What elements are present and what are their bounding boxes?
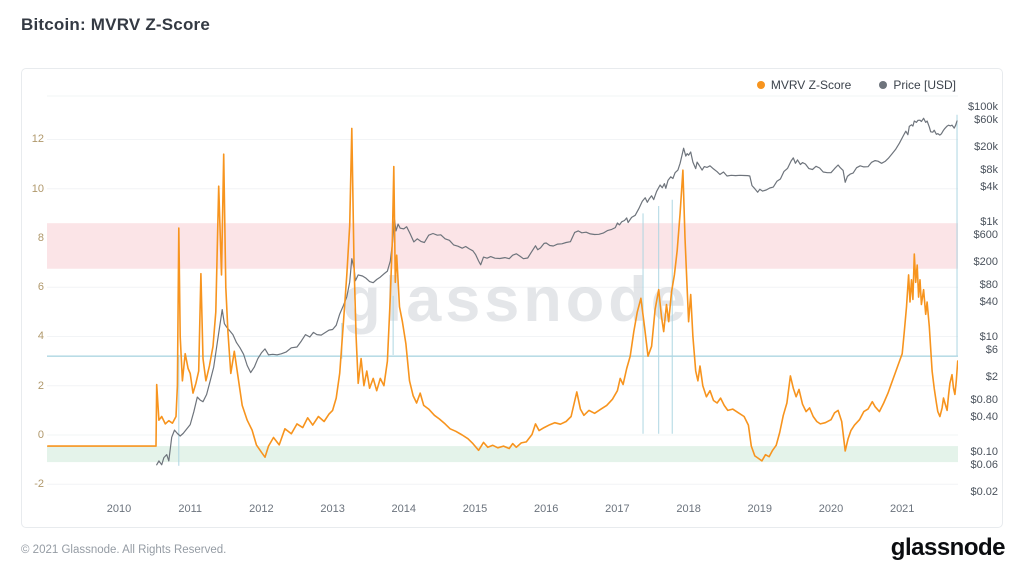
x-axis-tick: 2017	[605, 503, 630, 515]
legend-item-mvrv-zscore[interactable]: MVRV Z-Score	[756, 78, 852, 92]
left-axis-tick: 8	[37, 231, 44, 244]
series-line-mvrv-z-score	[47, 127, 958, 462]
right-axis-tick: $80	[979, 279, 998, 292]
x-axis-tick: 2012	[249, 503, 274, 515]
left-axis-tick: 6	[37, 281, 44, 294]
copyright-text: © 2021 Glassnode. All Rights Reserved.	[21, 544, 227, 556]
glassnode-logo: glassnode	[890, 534, 1006, 561]
x-axis-tick: 2011	[178, 503, 203, 515]
series-line-price-usd-	[156, 117, 958, 466]
right-axis-tick: $100k	[968, 101, 998, 113]
right-axis-tick: $0.40	[970, 411, 998, 424]
x-axis-tick: 2013	[320, 503, 345, 515]
watermark: glassnode	[342, 265, 690, 335]
right-axis-tick: $20k	[974, 141, 998, 154]
x-axis-tick: 2014	[391, 503, 417, 515]
left-axis-tick: 10	[31, 182, 44, 195]
right-axis-tick: $1k	[980, 216, 998, 228]
left-axis-tick: -2	[34, 478, 44, 491]
legend-item-price-usd[interactable]: Price [USD]	[879, 78, 956, 92]
left-axis-tick: 12	[31, 133, 44, 146]
chart-plot[interactable]: glassnode	[22, 69, 1004, 529]
legend-label-price: Price [USD]	[893, 78, 956, 92]
x-axis-tick: 2018	[676, 503, 701, 515]
left-axis-tick: 0	[37, 429, 44, 441]
left-axis-tick: 4	[37, 330, 44, 343]
right-axis-tick: $10	[979, 331, 998, 343]
right-axis-tick: $8k	[980, 164, 998, 177]
x-axis-tick: 2021	[889, 503, 915, 515]
overvalued-zone	[47, 223, 958, 269]
legend-label-mvrv: MVRV Z-Score	[770, 78, 852, 92]
legend-dot-mvrv	[756, 81, 765, 89]
right-axis-tick: $0.10	[970, 446, 998, 458]
right-axis-tick: $0.02	[970, 486, 998, 499]
right-axis-tick: $0.06	[970, 458, 998, 471]
right-axis-tick: $200	[973, 256, 998, 269]
right-axis-tick: $40	[979, 296, 998, 309]
right-axis-tick: $600	[973, 228, 998, 241]
x-axis-tick: 2015	[462, 503, 488, 515]
chart-card: glassnode MVRV Z-Score Price [USD] -2 0 2 4…	[21, 68, 1003, 528]
left-axis-tick: 2	[37, 379, 44, 392]
undervalued-zone	[47, 446, 958, 463]
right-axis-tick: $6	[985, 343, 998, 356]
right-axis-tick: $4k	[980, 181, 998, 194]
right-axis-tick: $0.80	[970, 394, 998, 407]
right-axis-tick: $60k	[974, 113, 998, 126]
x-axis-tick: 2019	[747, 503, 773, 515]
chart-legend: MVRV Z-Score Price [USD]	[756, 78, 956, 92]
x-axis-tick: 2020	[818, 503, 844, 515]
x-axis-tick: 2016	[533, 503, 559, 515]
legend-dot-price	[879, 81, 888, 89]
x-axis-tick: 2010	[106, 503, 132, 515]
page-title: Bitcoin: MVRV Z-Score	[21, 15, 211, 34]
right-axis-tick: $2	[985, 371, 998, 384]
